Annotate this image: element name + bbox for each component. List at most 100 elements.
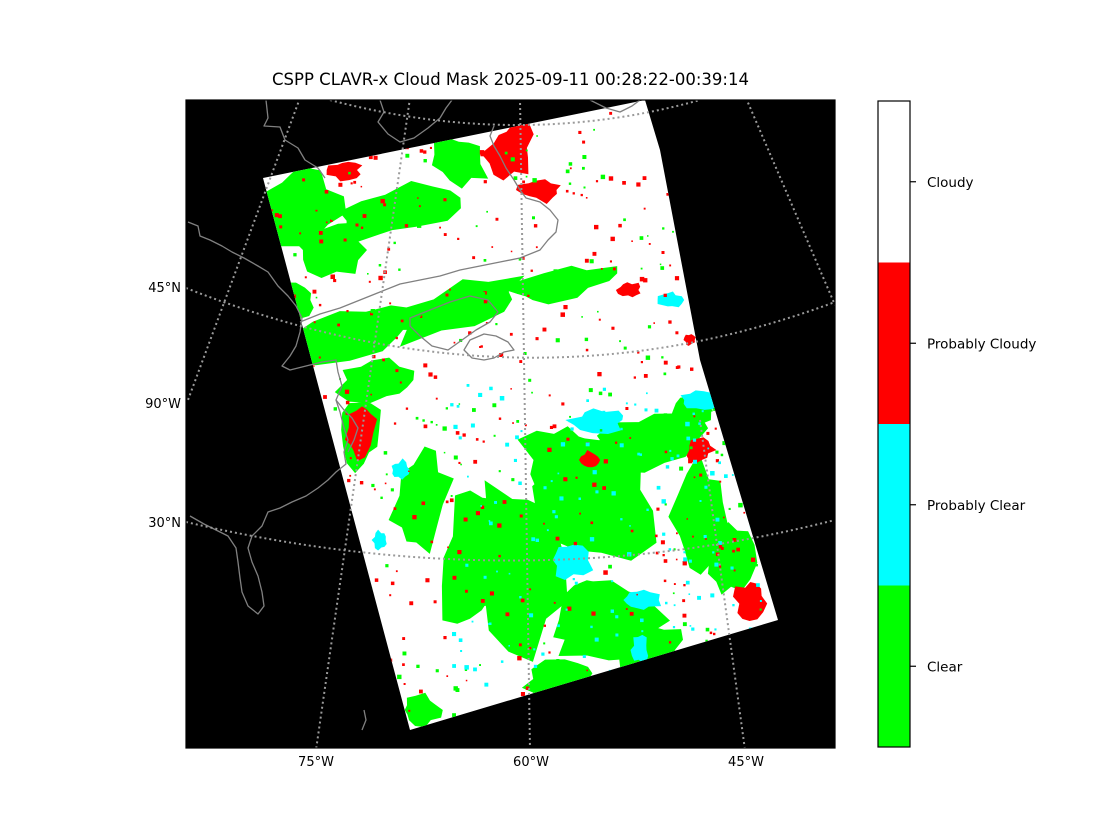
cloud-mask-pixel [710,471,715,476]
cloud-mask-pixel [647,235,649,237]
cloud-mask-pixel [330,219,333,222]
cloud-mask-pixel [382,358,385,362]
cloud-mask-pixel [345,412,348,415]
cloud-mask-pixel [399,381,402,384]
cloud-mask-pixel [314,206,318,210]
lat-label-45n: 45°N [148,281,181,296]
cloud-mask-pixel [395,336,398,340]
cloud-mask-pixel [714,628,717,631]
cloud-mask-pixel [543,486,547,490]
cloud-mask-region [630,634,649,663]
cloud-mask-pixel [307,167,312,172]
cloud-mask-pixel [655,534,658,538]
cloud-mask-pixel [662,554,665,557]
cloud-mask-pixel [593,449,598,454]
parallel-45n [186,287,835,359]
cloud-mask-pixel [563,477,568,482]
cloud-mask-pixel [518,258,522,261]
cloud-mask-pixel [693,459,697,464]
cloud-mask-pixel [490,588,493,591]
cloud-mask-pixel [656,485,661,490]
cloud-mask-pixel [503,549,505,552]
cloud-mask-pixel [346,310,349,313]
cloud-mask-pixel [492,403,497,408]
cloud-mask-pixel [600,268,603,270]
cloud-mask-pixel [560,442,566,447]
cloud-mask-pixel [475,438,479,441]
cloud-mask-region [339,181,461,244]
cloud-mask-pixel [629,525,631,527]
cloud-mask-pixel [548,651,551,654]
cloud-mask-pixel [662,532,666,536]
cloud-mask-pixel [493,505,498,510]
cloud-mask-pixel [572,578,575,581]
cloud-mask-pixel [390,581,395,586]
cloud-mask-pixel [718,565,722,568]
cloud-mask-pixel [654,408,659,413]
cloud-mask-pixel [482,292,486,296]
cloud-mask-pixel [452,632,457,637]
cloud-mask-pixel [640,361,643,364]
cloud-mask-pixel [479,664,481,666]
cloud-mask-pixel [293,253,297,257]
cloud-mask-pixel [688,459,693,464]
cloud-mask-pixel [715,450,719,454]
cloud-mask-pixel [368,444,371,447]
cloud-mask-pixel [704,537,707,540]
cloud-mask-pixel [743,511,746,514]
cloud-mask-pixel [430,540,434,544]
cloud-mask-pixel [531,537,536,542]
cloud-mask-pixel [452,713,456,718]
cloud-mask-pixel [620,427,623,431]
cloud-mask-pixel [444,317,449,321]
cloud-mask-pixel [524,503,530,508]
cloud-mask-pixel [683,584,686,587]
cloud-mask-pixel [532,178,537,183]
cloud-mask-pixel [513,520,517,525]
cloud-mask-pixel [557,472,560,475]
cloud-mask-pixel [517,291,520,294]
cloud-mask-pixel [728,507,731,510]
cloud-mask-region [579,450,601,468]
cloud-mask-pixel [333,407,337,411]
cloud-mask-pixel [663,372,667,376]
cloud-mask-pixel [486,210,488,213]
cloud-mask-pixel [590,521,594,525]
cloud-mask-pixel [543,642,546,645]
cloud-mask-pixel [528,646,532,650]
cloud-mask-pixel [703,535,707,539]
cloud-mask-pixel [423,150,427,154]
cloud-mask-pixel [533,664,538,668]
cloud-mask-pixel [705,627,710,632]
cloud-mask-pixel [569,167,572,170]
cloud-mask-pixel [324,190,329,194]
cloud-mask-pixel [738,502,743,508]
cloud-mask-pixel [631,240,633,242]
cloud-mask-pixel [561,600,564,604]
cloud-mask-pixel [435,397,438,400]
cloud-mask-pixel [319,239,324,244]
cloud-mask-pixel [511,478,515,482]
cloud-mask-pixel [586,669,588,672]
cloud-mask-pixel [569,415,571,418]
cloud-mask-pixel [520,430,523,433]
cloud-mask-pixel [659,263,662,266]
cloud-mask-pixel [710,593,715,598]
cloud-mask-pixel [318,356,321,359]
cloud-mask-pixel [421,501,426,506]
cloud-mask-pixel [661,356,664,359]
cloud-mask-pixel [619,443,624,448]
cloud-mask-pixel [574,581,578,585]
cloud-mask-pixel [516,420,520,423]
cloud-mask-pixel [634,403,637,406]
cloud-mask-pixel [393,507,397,510]
cloud-mask-pixel [720,453,724,457]
cloud-mask-pixel [496,570,498,573]
cloud-mask-pixel [585,442,590,447]
cloud-mask-pixel [672,626,676,629]
meridian-45w-lower [699,419,746,748]
cloud-mask-pixel [579,512,581,515]
cloud-mask-pixel [708,393,710,396]
cloud-mask-pixel [439,226,441,229]
